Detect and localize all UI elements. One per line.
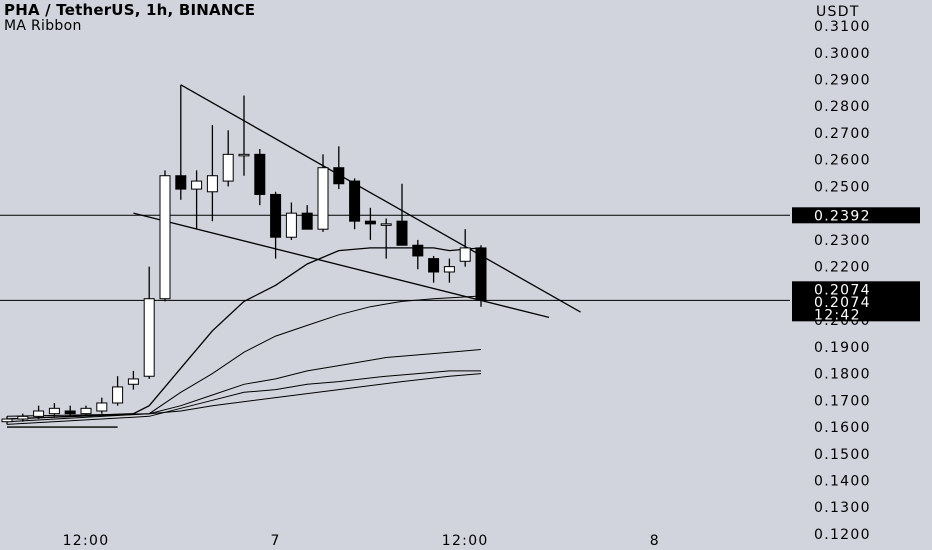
bar-countdown-label: 12:42	[814, 307, 861, 323]
candle-body	[206, 175, 218, 193]
candle-body	[17, 415, 29, 420]
candle-body	[191, 180, 203, 190]
price-tick-label: 0.2900	[814, 72, 871, 88]
candle-body	[143, 298, 155, 377]
candle-body	[349, 180, 361, 222]
price-tick-label: 0.3000	[814, 46, 871, 62]
last-price-tag-box	[792, 281, 920, 322]
trendline-0	[180, 84, 581, 313]
candle-body	[112, 386, 124, 404]
candle-body	[222, 153, 234, 182]
price-tick-label: 0.2600	[814, 153, 871, 169]
indicator-name[interactable]: MA Ribbon	[4, 18, 82, 34]
price-tick-label: 0.2800	[814, 99, 871, 115]
candle-body	[459, 247, 471, 262]
ma-ribbon-line-0	[6, 247, 482, 420]
price-tick-label: 0.2300	[814, 233, 871, 249]
candle-body	[317, 167, 329, 230]
candle-body	[475, 247, 487, 301]
candle-body	[380, 223, 392, 226]
candle-body	[412, 244, 424, 257]
price-tick-label: 0.1300	[814, 500, 871, 516]
candle-body	[364, 220, 376, 225]
candle-body	[33, 410, 45, 417]
candle-body	[301, 212, 313, 230]
candle-body	[285, 212, 297, 238]
price-tag-box	[792, 207, 920, 224]
price-tick-label: 0.1900	[814, 340, 871, 356]
candle-body	[80, 407, 92, 415]
trendline-1	[133, 212, 550, 319]
ma-ribbon-line-2	[6, 349, 482, 423]
candle-body	[175, 175, 187, 190]
last-price-label: 0.2074	[814, 295, 871, 311]
time-tick-label: 12:00	[442, 533, 489, 549]
price-tick-label: 0.1500	[814, 447, 871, 463]
candle-body	[254, 153, 266, 195]
ma-ribbon-line-3	[6, 370, 481, 425]
candle-body	[96, 402, 108, 412]
time-tick-label: 8	[650, 533, 660, 549]
price-tick-label: 0.3100	[814, 19, 871, 35]
candle-body	[159, 175, 171, 300]
symbol-title[interactable]: PHA / TetherUS, 1h, BINANCE	[4, 1, 256, 19]
ma-ribbon-line-1	[6, 295, 482, 420]
candle-body	[270, 193, 282, 238]
price-axis-unit: USDT	[816, 4, 860, 20]
candle-body	[428, 258, 440, 273]
price-tick-label: 0.2500	[814, 179, 871, 195]
candle-body	[1, 418, 13, 423]
price-tag-label: 0.2392	[814, 208, 871, 224]
ma-ribbon-line-4	[6, 373, 482, 417]
last-price-label: 0.2074	[814, 282, 871, 298]
candle-body	[333, 167, 345, 185]
price-tick-label: 0.1700	[814, 393, 871, 409]
time-tick-label: 12:00	[63, 533, 110, 549]
chart-legend: PHA / TetherUS, 1h, BINANCE MA Ribbon	[4, 2, 255, 34]
time-tick-label: 7	[270, 533, 280, 549]
price-tick-label: 0.1400	[814, 474, 871, 490]
price-tick-label: 0.2200	[814, 260, 871, 276]
price-tick-label: 0.1200	[814, 527, 871, 543]
candle-body	[48, 407, 60, 415]
candle-body	[238, 153, 250, 157]
candle-body	[64, 410, 76, 415]
candle-body	[443, 266, 455, 273]
price-tick-label: 0.2700	[814, 126, 871, 142]
price-tick-label: 0.1800	[814, 367, 871, 383]
candle-body	[396, 220, 408, 246]
price-tick-label: 0.1600	[814, 420, 871, 436]
candle-body	[127, 378, 139, 385]
